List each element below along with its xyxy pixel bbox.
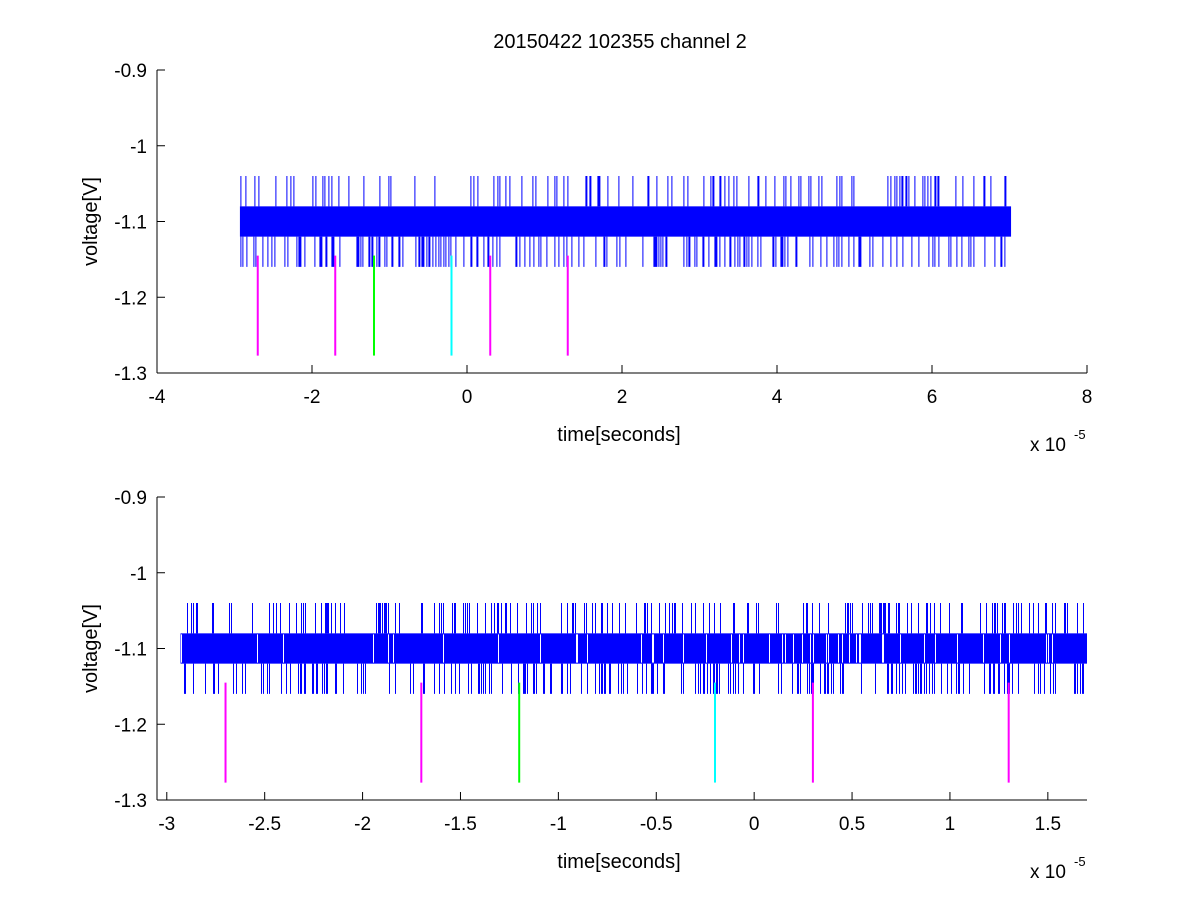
x-tick-label: 1.5 (1035, 814, 1061, 835)
x-axis-label: time[seconds] (557, 424, 680, 446)
y-tick-label: -1.3 (114, 364, 147, 385)
x-tick-label: 1 (945, 814, 956, 835)
y-tick-label: -0.9 (114, 61, 147, 82)
x-tick-label: -2.5 (248, 814, 281, 835)
y-tick-label: -1.1 (114, 640, 147, 661)
x-exponent-power: -5 (1074, 427, 1086, 442)
x-exponent-label: x 10 (1030, 862, 1066, 883)
x-tick-label: 2 (617, 387, 628, 408)
x-tick-label: 0.5 (839, 814, 865, 835)
signal-spikes (240, 176, 1007, 267)
signal-spikes (184, 603, 1084, 694)
x-axis-label: time[seconds] (557, 851, 680, 873)
y-tick-label: -1 (130, 564, 147, 585)
y-axis-label: voltage[V] (80, 604, 102, 693)
x-tick-label: -2 (304, 387, 321, 408)
figure-title: 20150422 102355 channel 2 (493, 31, 747, 53)
y-tick-label: -1.3 (114, 791, 147, 812)
signal-band (239, 206, 1012, 237)
bottom-panel: -0.9 -1 -1.1 -1.2 -1.3 -3 -2.5 -2 -1.5 -1 -0.5 0 0.5… (80, 488, 1087, 883)
x-tick-label: 0 (749, 814, 760, 835)
x-tick-label: -1.5 (444, 814, 477, 835)
top-panel: -0.9 -1 -1.1 -1.2 -1.3-4 -2 0 2 4 6 8 time[seconds]… (80, 61, 1092, 456)
signal-trace (239, 176, 1012, 267)
x-tick-label: -0.5 (640, 814, 673, 835)
x-tick-label: 6 (927, 387, 938, 408)
x-exponent-label: x 10 (1030, 435, 1066, 456)
x-tick-label: -4 (149, 387, 166, 408)
signal-trace (180, 603, 1087, 694)
x-tick-label: 0 (462, 387, 473, 408)
y-tick-label: -0.9 (114, 488, 147, 509)
x-tick-label: -3 (158, 814, 175, 835)
x-tick-label: 8 (1082, 387, 1093, 408)
x-tick-label: -1 (550, 814, 567, 835)
x-tick-label: -2 (354, 814, 371, 835)
y-tick-label: -1.2 (114, 715, 147, 736)
signal-gaps (181, 634, 1053, 663)
signal-band (180, 633, 1087, 664)
y-axis-label: voltage[V] (80, 177, 102, 266)
y-tick-label: -1.1 (114, 213, 147, 234)
y-tick-label: -1 (130, 137, 147, 158)
y-tick-label: -1.2 (114, 288, 147, 309)
x-tick-label: 4 (772, 387, 783, 408)
x-exponent-power: -5 (1074, 854, 1086, 869)
